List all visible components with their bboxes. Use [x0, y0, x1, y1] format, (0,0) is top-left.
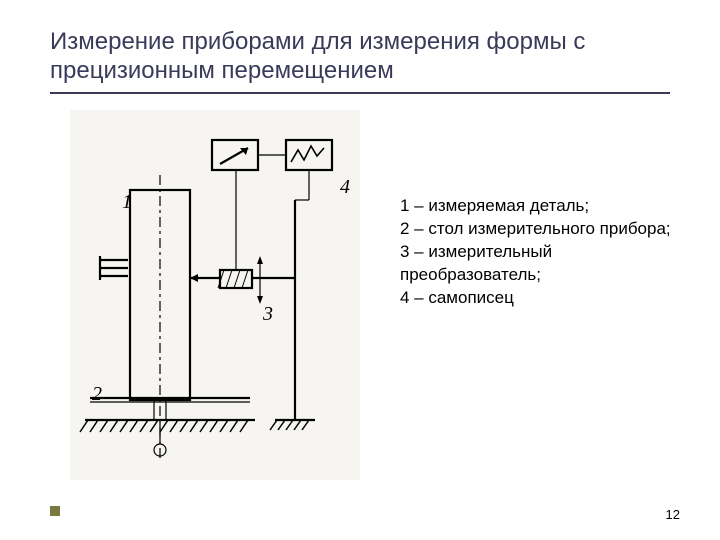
schematic-diagram: 1 2 3 4: [70, 110, 360, 480]
legend-item-1: 1 – измеряемая деталь;: [400, 195, 680, 218]
svg-text:4: 4: [340, 176, 350, 198]
legend-item-4: 4 – самописец: [400, 287, 680, 310]
svg-text:1: 1: [122, 191, 132, 213]
legend: 1 – измеряемая деталь; 2 – стол измерите…: [400, 195, 680, 310]
legend-item-2: 2 – стол измерительного прибора;: [400, 218, 680, 241]
legend-item-3: 3 – измерительный преобразователь;: [400, 241, 680, 287]
page-number: 12: [666, 507, 680, 522]
slide-title: Измерение приборами для измерения формы …: [50, 28, 670, 86]
footer-accent-icon: [50, 506, 60, 516]
svg-text:3: 3: [262, 303, 273, 325]
title-underline: [50, 92, 670, 94]
svg-text:2: 2: [92, 383, 102, 405]
